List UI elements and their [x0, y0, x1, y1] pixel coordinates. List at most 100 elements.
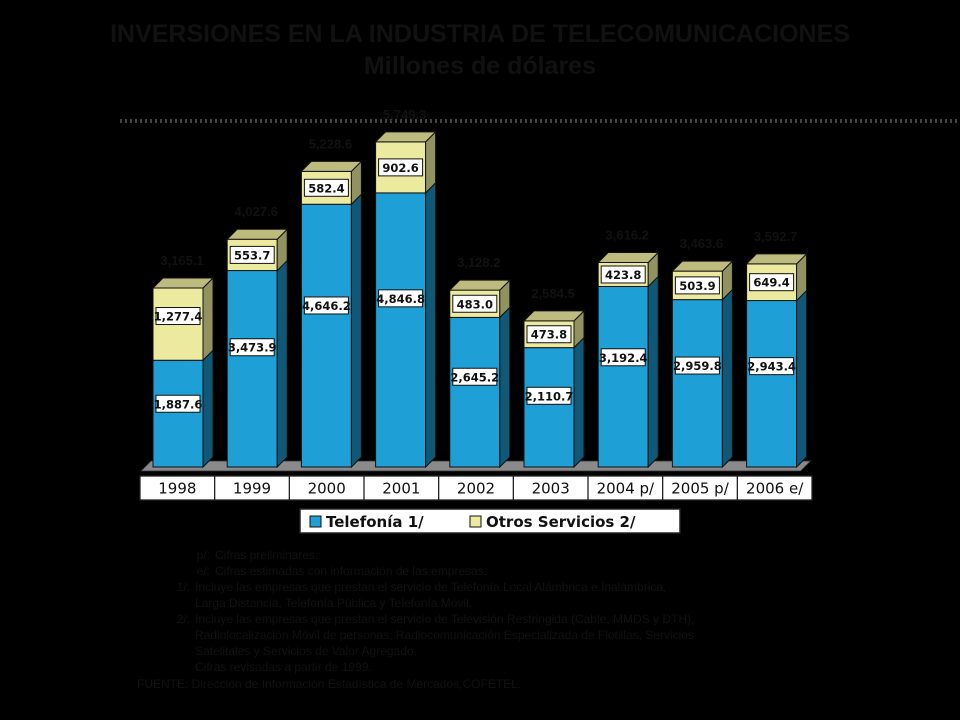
bar-telefonia-side: [425, 181, 437, 469]
total-label: 3,463.6: [680, 236, 723, 251]
data-label-telefonia-box: [229, 338, 275, 357]
data-label-telefonia: 3,473.9: [228, 341, 277, 355]
source-suffix: .: [517, 677, 522, 691]
legend-swatch-telefonia: [309, 515, 322, 528]
source-line: FUENTE: Dirección de Información Estadís…: [137, 677, 521, 693]
data-label-telefonia: 2,110.7: [525, 389, 574, 403]
bar-telefonia-side: [796, 289, 808, 469]
note-2-key: 2/:: [176, 612, 190, 626]
bar-top: [374, 131, 437, 143]
note-e-key: e/:: [196, 564, 210, 578]
data-label-otros: 473.8: [531, 328, 567, 342]
bar-telefonia: [375, 192, 427, 468]
data-label-telefonia-box: [600, 348, 646, 367]
legend-box: [299, 508, 681, 534]
category-label: 2000: [308, 480, 346, 498]
data-label-telefonia: 4,846.8: [376, 292, 425, 306]
category-label: 2003: [532, 480, 570, 498]
data-label-otros: 483.0: [457, 297, 493, 311]
category-label: 2004 p/: [597, 480, 655, 498]
bar-telefonia: [300, 203, 352, 468]
category-label: 2005 p/: [671, 480, 729, 498]
data-label-otros-box: [452, 294, 498, 313]
total-label: 3,592.7: [754, 229, 797, 244]
note-p-text: Cifras preliminares.: [215, 548, 319, 562]
note-1-line1: Incluye las empresas que prestan el serv…: [195, 580, 667, 594]
bar-telefonia: [597, 285, 649, 468]
total-label: 4,027.6: [235, 204, 278, 219]
bar-telefonia-side: [202, 349, 214, 469]
bar-telefonia: [671, 299, 723, 468]
total-label: 3,165.1: [160, 253, 203, 268]
category-label: 2002: [457, 480, 495, 498]
category-label: 2001: [382, 480, 420, 498]
data-label-telefonia-box: [155, 394, 201, 413]
legend-swatch-otros: [469, 515, 482, 528]
bar-telefonia-side: [350, 193, 362, 469]
data-label-otros-box: [378, 158, 424, 177]
note-2-line4: Cifras revisadas a partir de 1999.: [195, 660, 372, 674]
stacked-bar-chart: 1,887.6 1,277.4 3,165.1 1998 3,473.9 553.7 4,0…: [139, 107, 813, 534]
bar-top: [745, 253, 808, 265]
data-label-telefonia: 1,887.6: [154, 397, 203, 411]
category-axis-box: [139, 475, 813, 501]
data-label-telefonia: 4,646.2: [302, 299, 351, 313]
data-label-telefonia: 2,959.8: [673, 359, 722, 373]
bar-top: [151, 277, 215, 289]
note-e-text: Cifras estimadas con información de las …: [215, 564, 488, 578]
bar-telefonia: [152, 359, 204, 468]
bar-telefonia: [523, 347, 575, 468]
source-org: COFETEL: [462, 677, 518, 691]
note-p-key: p/:: [196, 548, 210, 562]
note-1-line2: Larga Distancia, Telefonía Pública y Tel…: [195, 596, 473, 610]
bar-telefonia-side: [647, 275, 659, 469]
data-label-telefonia-box: [452, 367, 498, 386]
bar-telefonia: [746, 300, 798, 468]
category-label: 2006 e/: [746, 480, 804, 498]
category-label: 1999: [233, 480, 271, 498]
data-label-telefonia-box: [749, 357, 795, 376]
bar-top: [596, 252, 660, 264]
data-label-telefonia-box: [674, 356, 720, 375]
data-label-otros-box: [600, 265, 646, 284]
data-label-otros-box: [749, 273, 795, 292]
data-label-telefonia: 2,645.2: [450, 370, 499, 384]
data-label-otros: 1,277.4: [154, 310, 203, 324]
total-label: 5,228.6: [309, 136, 352, 151]
total-label: 5,749.3: [383, 107, 426, 122]
bar-top: [448, 279, 512, 291]
bar-telefonia-side: [721, 288, 733, 469]
bar-telefonia-side: [499, 306, 511, 469]
note-2-line3: Satelitales y Servicios de Valor Agregad…: [195, 644, 417, 658]
data-label-telefonia-box: [378, 289, 424, 308]
note-2-line2: Radiolocalización Móvil de personas, Rad…: [195, 628, 694, 642]
data-label-otros-box: [674, 276, 720, 295]
dotted-divider: [120, 119, 960, 123]
bar-top: [300, 160, 363, 172]
data-label-telefonia-box: [526, 386, 572, 405]
data-label-otros: 423.8: [605, 268, 641, 282]
data-label-otros: 503.9: [679, 279, 715, 293]
note-1-key: 1/:: [176, 580, 190, 594]
data-label-otros-box: [229, 245, 275, 264]
bar-otros-side: [202, 276, 214, 362]
source-text: FUENTE: Dirección de Información Estadís…: [137, 677, 463, 691]
bar-telefonia-side: [573, 336, 585, 469]
category-label: 1998: [158, 480, 196, 498]
bar-telefonia: [449, 316, 501, 468]
data-label-telefonia-box: [303, 296, 349, 315]
bar-top: [522, 310, 586, 322]
total-label: 3,616.2: [606, 228, 649, 243]
legend-label-otros: Otros Servicios 2/: [486, 513, 636, 531]
data-label-otros: 582.4: [308, 181, 344, 195]
bar-telefonia: [226, 270, 278, 468]
bar-top: [225, 228, 289, 240]
data-label-otros-box: [303, 178, 349, 197]
data-label-otros-box: [155, 307, 201, 326]
data-label-telefonia: 2,943.4: [747, 360, 796, 374]
data-label-otros-box: [526, 325, 572, 344]
data-label-otros: 649.4: [753, 276, 789, 290]
data-label-otros: 553.7: [234, 248, 270, 262]
data-label-otros: 902.6: [382, 161, 418, 175]
chart-subtitle: Millones de dólares: [363, 52, 596, 80]
